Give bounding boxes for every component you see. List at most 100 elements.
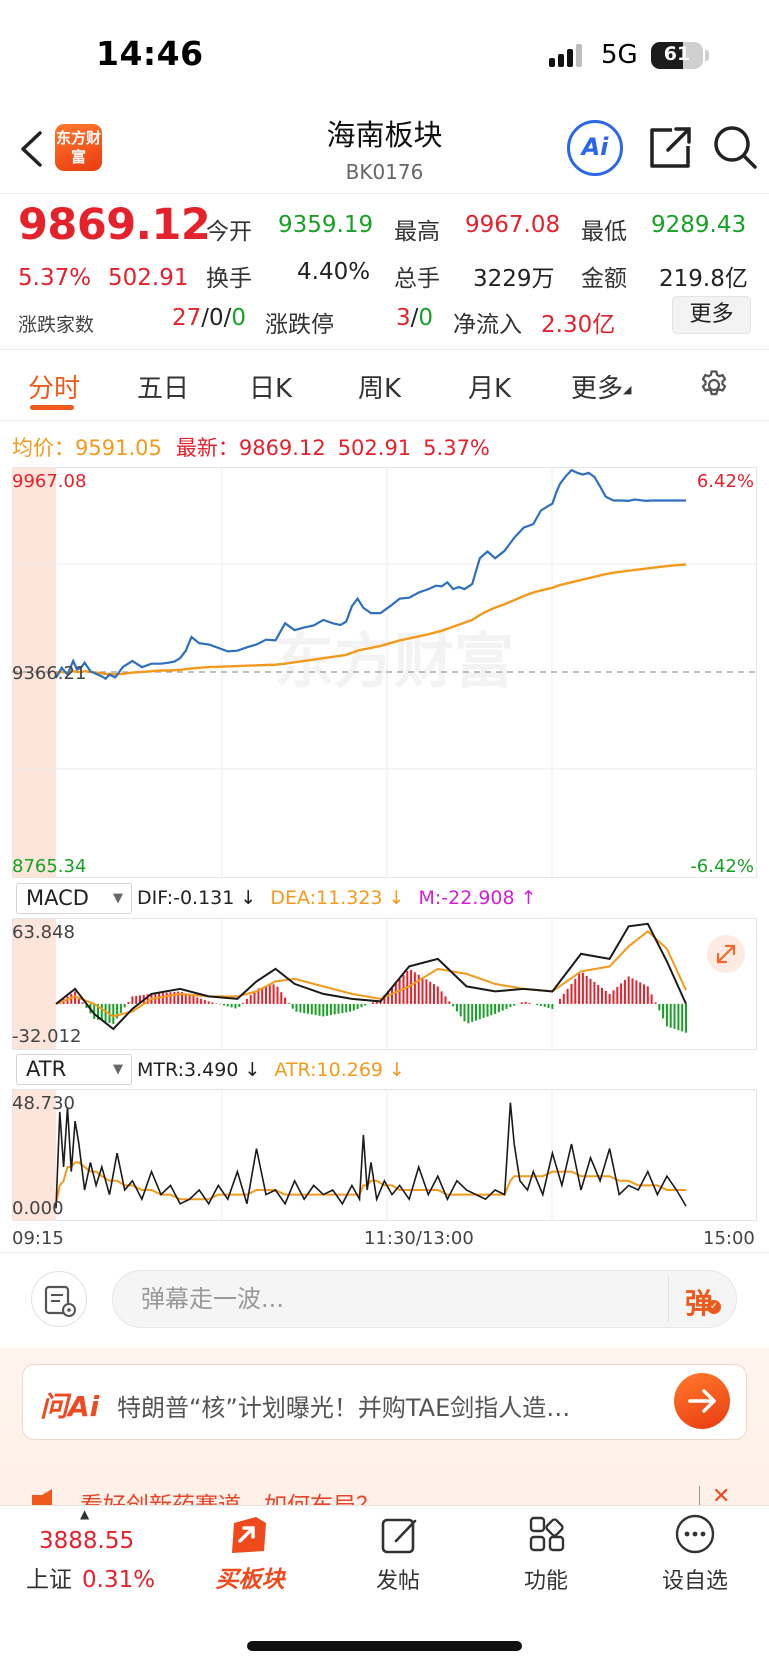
caret-down-icon: ◢ [623,383,632,396]
macd-bar [253,990,256,1004]
ai-news-card[interactable] [22,1364,747,1440]
change-percent: 5.37% [18,265,92,291]
nav-add-watchlist[interactable]: 设自选 [661,1569,728,1594]
macd-selector[interactable]: MACD ▼ [16,883,132,914]
macd-bar [513,1003,516,1006]
share-icon[interactable] [648,124,692,170]
tab-daily-k[interactable]: 日K [249,374,293,404]
dif-line [55,922,687,1031]
macd-bar [314,1003,317,1016]
ai-go-button[interactable] [674,1373,730,1429]
amount-label: 金额 [581,266,627,292]
macd-bar [177,991,180,1004]
macd-bar [284,997,287,1004]
macd-bar [650,994,653,1004]
danmu-settings-button[interactable] [31,1271,87,1327]
macd-bar [318,1003,321,1016]
macd-bar [100,1003,103,1021]
macd-bar [440,991,443,1004]
macd-bar [543,1003,546,1007]
ai-news-text[interactable]: 特朗普“核”计划曝光！并购TAE剑指人造… [117,1394,571,1422]
macd-bar [417,974,420,1004]
intraday-chart[interactable]: 东方财富 9967.08 9366.21 8765.34 6.42% -6.42… [12,467,757,878]
macd-bar [639,982,642,1004]
macd-bar [562,993,565,1004]
tab-five-day[interactable]: 五日 [137,374,190,404]
status-time: 14:46 [96,34,204,73]
expand-icon[interactable] [707,935,745,973]
last-change: 502.91 [337,436,412,460]
macd-y-min: -32.012 [12,1026,81,1047]
low-label: 最低 [581,219,627,245]
y-ref-label: 9366.21 [12,663,86,684]
macd-bar [501,1003,504,1011]
atr-legend: MTR:3.490 ↓ ATR:10.269 ↓ [137,1059,405,1081]
tab-weekly-k[interactable]: 周K [358,374,402,404]
close-icon[interactable]: ✕ [712,1484,731,1509]
macd-chart[interactable]: 63.848 -32.012 [12,918,757,1050]
macd-bar [429,981,432,1004]
breadth-up: 27 [172,305,202,331]
macd-bar [333,1003,336,1015]
app-logo[interactable]: 东方财富 [55,124,102,171]
macd-bar [589,978,592,1004]
macd-bar [112,1003,115,1024]
speaker-icon [32,1489,52,1505]
macd-bar [184,993,187,1004]
chart-frame [12,918,757,1050]
atr-selector[interactable]: ATR ▼ [16,1054,132,1085]
macd-bar [272,984,275,1004]
search-icon[interactable] [712,124,758,170]
index-ticker[interactable]: 上证 0.31% [26,1560,155,1594]
macd-bar [203,1000,206,1004]
separator: / [410,305,419,331]
macd-bar [601,987,603,1004]
limit-up: 3 [396,305,411,331]
ai-button[interactable]: Ai [567,120,623,176]
macd-bar [261,987,264,1004]
macd-bar [291,1003,294,1009]
avg-price-line [55,563,687,676]
nav-buy-board[interactable]: 买板块 [215,1567,285,1593]
more-dots-icon[interactable] [674,1513,716,1555]
macd-bar [139,995,141,1004]
macd-bar [585,975,588,1004]
more-button[interactable]: 更多 [672,296,751,334]
atr-y-max: 48.730 [12,1093,75,1114]
index-value[interactable]: 3888.55 [39,1528,135,1554]
apps-icon[interactable] [528,1515,568,1555]
tab-monthly-k[interactable]: 月K [468,374,512,404]
macd-bar [265,986,267,1004]
tab-intraday[interactable]: 分时 [28,374,81,404]
last-percent: 5.37% [423,436,490,460]
macd-y-max: 63.848 [12,922,75,943]
caret-up-icon: ▲ [80,1507,90,1521]
buy-board-icon[interactable] [226,1513,274,1557]
tab-more[interactable]: 更多◢ [571,368,631,405]
low-value: 9289.43 [651,212,747,238]
open-label: 今开 [206,219,252,245]
macd-bar [280,992,283,1004]
nav-functions[interactable]: 功能 [523,1569,568,1594]
back-icon[interactable] [18,130,44,168]
atr-chart[interactable]: 48.730 0.000 [12,1089,757,1221]
limit-label: 涨跌停 [265,312,334,338]
macd-bar [486,1003,489,1017]
macd-bar [623,979,626,1004]
macd-bar [356,1003,359,1009]
nav-post[interactable]: 发帖 [375,1569,420,1594]
y-max-label: 9967.08 [12,471,86,492]
board-code: BK0176 [345,160,424,184]
danmu-toggle-button[interactable]: 弹 ✓ [685,1282,721,1322]
danmu-input[interactable]: 弹幕走一波... [112,1270,737,1328]
macd-bar [597,984,600,1004]
macd-bar [299,1003,302,1013]
macd-bar [669,1003,672,1028]
chart-legend: 均价：9591.05 最新：9869.12 502.91 5.37% [12,432,490,462]
macd-bar [188,994,191,1004]
macd-bar [635,980,638,1004]
macd-bar [475,1003,477,1021]
edit-icon[interactable] [380,1515,420,1555]
settings-icon[interactable] [697,368,731,402]
macd-bar [505,1003,508,1009]
